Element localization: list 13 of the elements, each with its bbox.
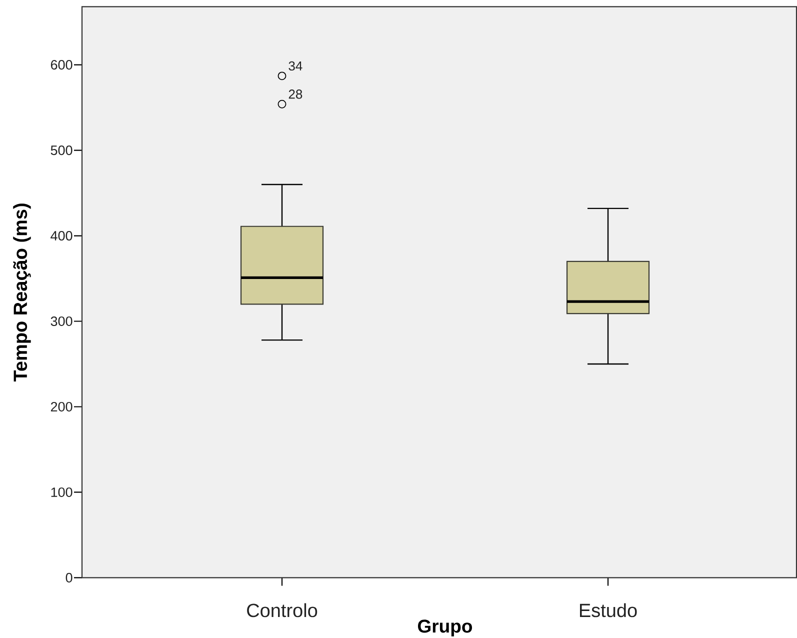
- annotation: 28: [288, 90, 302, 99]
- y-tick-label: 400: [50, 231, 72, 241]
- y-tick-label: 200: [50, 402, 72, 412]
- y-tick-label: 600: [50, 60, 72, 70]
- x-tick-label: Controlo: [247, 603, 318, 618]
- y-axis-title: Tempo Reação (ms): [13, 204, 31, 382]
- y-tick-label: 500: [50, 146, 72, 156]
- y-tick-label: 300: [50, 316, 72, 326]
- y-tick-label: 0: [66, 572, 72, 582]
- x-tick-label: Estudo: [580, 603, 637, 618]
- x-axis-title: Grupo: [418, 620, 472, 636]
- annotation: 34: [288, 61, 302, 71]
- y-tick-label: 100: [51, 487, 72, 497]
